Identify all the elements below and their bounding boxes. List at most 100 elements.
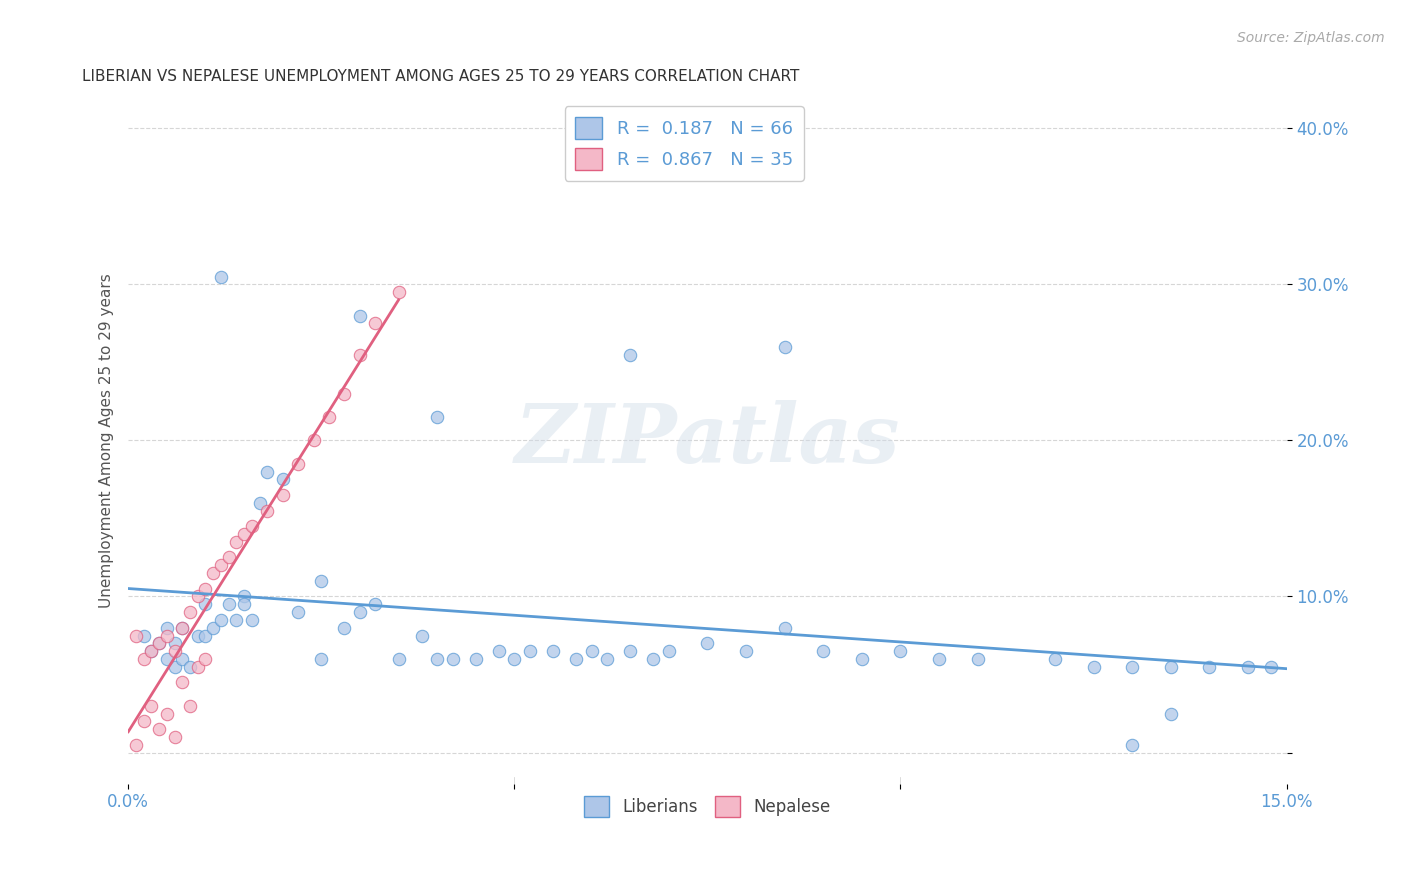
Point	[187, 659, 209, 673]
Point	[179, 605, 201, 619]
Point	[125, 628, 148, 642]
Point	[163, 730, 186, 744]
Point	[233, 527, 256, 541]
Point	[619, 644, 641, 658]
Point	[1121, 738, 1143, 752]
Point	[225, 613, 247, 627]
Point	[318, 410, 340, 425]
Point	[311, 574, 333, 588]
Point	[581, 644, 603, 658]
Point	[1198, 659, 1220, 673]
Point	[179, 698, 201, 713]
Point	[426, 410, 449, 425]
Point	[1237, 659, 1260, 673]
Point	[1160, 659, 1182, 673]
Point	[889, 644, 911, 658]
Legend: Liberians, Nepalese: Liberians, Nepalese	[578, 789, 837, 823]
Point	[1083, 659, 1105, 673]
Point	[364, 317, 387, 331]
Point	[349, 605, 371, 619]
Point	[851, 652, 873, 666]
Point	[1121, 659, 1143, 673]
Point	[441, 652, 464, 666]
Point	[488, 644, 510, 658]
Point	[172, 621, 194, 635]
Point	[287, 457, 309, 471]
Point	[333, 621, 356, 635]
Point	[519, 644, 541, 658]
Y-axis label: Unemployment Among Ages 25 to 29 years: Unemployment Among Ages 25 to 29 years	[100, 273, 114, 607]
Point	[658, 644, 681, 658]
Point	[209, 558, 232, 573]
Text: ZIPatlas: ZIPatlas	[515, 401, 900, 481]
Point	[163, 636, 186, 650]
Point	[202, 566, 225, 580]
Point	[619, 348, 641, 362]
Point	[596, 652, 619, 666]
Point	[928, 652, 950, 666]
Point	[172, 621, 194, 635]
Point	[302, 434, 325, 448]
Point	[349, 309, 371, 323]
Point	[194, 628, 217, 642]
Point	[218, 550, 240, 565]
Point	[256, 465, 278, 479]
Point	[125, 738, 148, 752]
Point	[387, 285, 409, 300]
Text: Source: ZipAtlas.com: Source: ZipAtlas.com	[1237, 31, 1385, 45]
Point	[233, 597, 256, 611]
Point	[187, 628, 209, 642]
Point	[1043, 652, 1066, 666]
Point	[966, 652, 988, 666]
Point	[187, 590, 209, 604]
Point	[156, 621, 179, 635]
Point	[1260, 659, 1282, 673]
Point	[163, 659, 186, 673]
Point	[813, 644, 835, 658]
Point	[271, 488, 294, 502]
Point	[156, 706, 179, 721]
Point	[225, 534, 247, 549]
Point	[172, 652, 194, 666]
Point	[218, 597, 240, 611]
Point	[209, 613, 232, 627]
Point	[156, 628, 179, 642]
Point	[209, 269, 232, 284]
Point	[643, 652, 665, 666]
Point	[271, 473, 294, 487]
Point	[464, 652, 486, 666]
Point	[233, 590, 256, 604]
Point	[163, 644, 186, 658]
Point	[132, 714, 155, 729]
Point	[249, 496, 271, 510]
Point	[141, 644, 163, 658]
Point	[156, 652, 179, 666]
Text: LIBERIAN VS NEPALESE UNEMPLOYMENT AMONG AGES 25 TO 29 YEARS CORRELATION CHART: LIBERIAN VS NEPALESE UNEMPLOYMENT AMONG …	[82, 69, 799, 84]
Point	[311, 652, 333, 666]
Point	[132, 652, 155, 666]
Point	[503, 652, 526, 666]
Point	[179, 659, 201, 673]
Point	[256, 504, 278, 518]
Point	[1160, 706, 1182, 721]
Point	[364, 597, 387, 611]
Point	[387, 652, 409, 666]
Point	[194, 582, 217, 596]
Point	[541, 644, 564, 658]
Point	[141, 698, 163, 713]
Point	[333, 386, 356, 401]
Point	[735, 644, 758, 658]
Point	[411, 628, 433, 642]
Point	[696, 636, 718, 650]
Point	[202, 621, 225, 635]
Point	[287, 605, 309, 619]
Point	[426, 652, 449, 666]
Point	[148, 636, 170, 650]
Point	[172, 675, 194, 690]
Point	[148, 722, 170, 736]
Point	[773, 621, 796, 635]
Point	[141, 644, 163, 658]
Point	[132, 628, 155, 642]
Point	[240, 613, 263, 627]
Point	[565, 652, 588, 666]
